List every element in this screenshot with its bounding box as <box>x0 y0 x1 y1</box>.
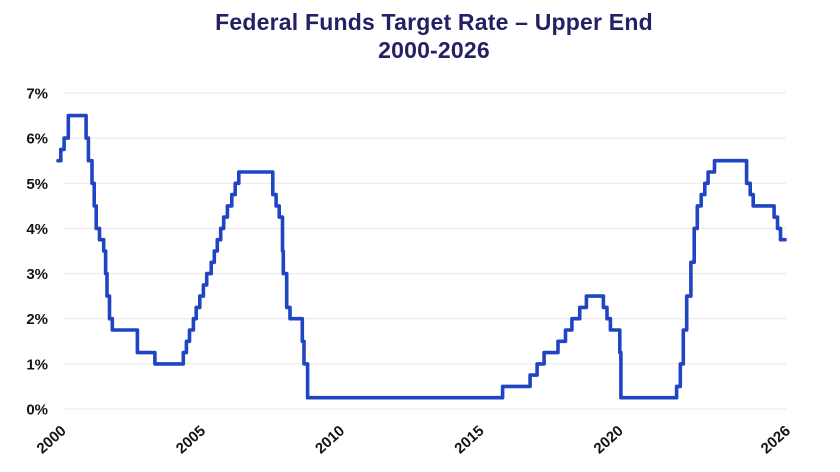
y-tick-label: 2% <box>26 311 48 328</box>
chart-title-line2: 2000-2026 <box>378 36 490 63</box>
y-tick-label: 3% <box>26 266 48 283</box>
x-tick-label: 2000 <box>33 422 69 457</box>
y-tick-label: 0% <box>26 402 48 419</box>
x-axis-labels: 2000 2005 2010 2015 2020 2026 <box>33 422 793 457</box>
y-tick-label: 1% <box>26 356 48 373</box>
x-tick-label: 2005 <box>173 422 209 457</box>
y-tick-label: 7% <box>26 86 48 103</box>
y-tick-label: 4% <box>26 221 48 238</box>
x-tick-label: 2015 <box>451 422 487 457</box>
y-axis-labels: 0% 1% 2% 3% 4% 5% 6% 7% <box>26 86 48 419</box>
y-tick-label: 5% <box>26 176 48 193</box>
x-tick-label: 2020 <box>591 422 627 457</box>
chart-title-line1: Federal Funds Target Rate – Upper End <box>215 9 653 35</box>
y-tick-label: 6% <box>26 131 48 148</box>
x-tick-label: 2010 <box>312 422 348 457</box>
fed-funds-rate-line <box>56 113 787 400</box>
gridlines <box>64 92 786 410</box>
x-tick-label: 2026 <box>758 422 794 457</box>
chart-title: Federal Funds Target Rate – Upper End 20… <box>14 9 840 64</box>
